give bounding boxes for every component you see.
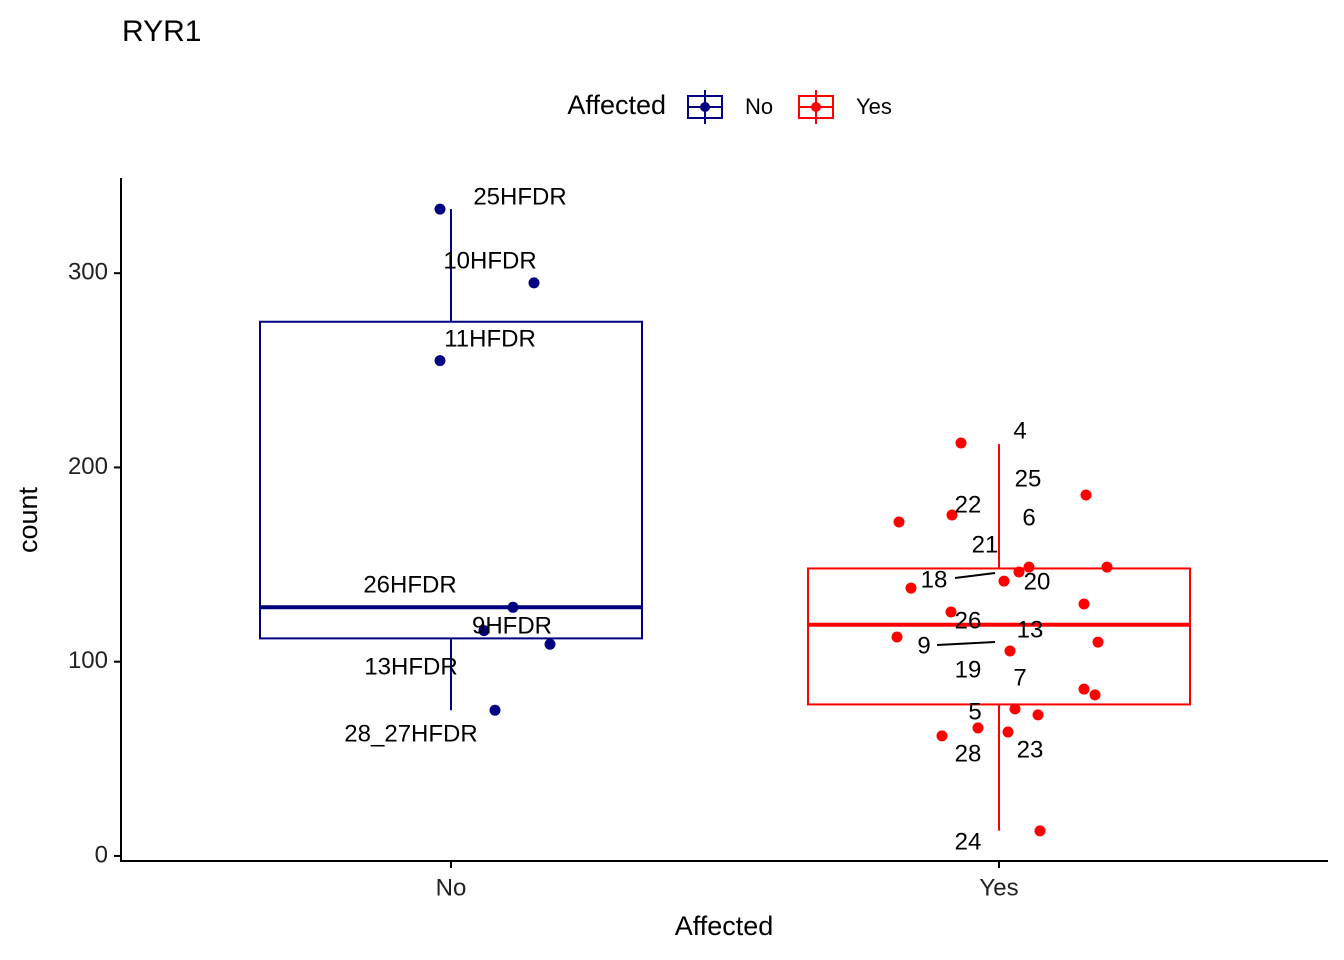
point: [972, 722, 984, 734]
point: [1092, 636, 1104, 648]
legend-label: Yes: [856, 94, 892, 119]
point: [434, 355, 446, 367]
point-label: 19: [955, 656, 982, 683]
legend-key: [811, 102, 821, 112]
point: [905, 582, 917, 594]
point: [1004, 645, 1016, 657]
point-label: 7: [1013, 664, 1026, 691]
point: [544, 638, 556, 650]
box: [807, 567, 1191, 706]
point-label: 18: [921, 566, 948, 593]
point-label: 5: [968, 698, 981, 725]
point-label: 11HFDR: [444, 325, 536, 352]
x-axis-label: Affected: [675, 911, 774, 941]
point-label: 28: [955, 740, 982, 767]
point-label: 20: [1024, 568, 1051, 595]
x-tick-label: No: [436, 874, 467, 901]
point-label: 26HFDR: [363, 571, 456, 598]
point: [1078, 598, 1090, 610]
point: [1034, 825, 1046, 837]
point: [1023, 561, 1035, 573]
point-label: 21: [972, 531, 999, 558]
point: [1101, 561, 1113, 573]
point-label: 25: [1015, 465, 1042, 492]
point-label: 23: [1017, 736, 1044, 763]
legend-title: Affected: [567, 90, 666, 120]
chart-title: RYR1: [122, 15, 201, 48]
point-label: 9HFDR: [472, 612, 552, 639]
point-label: 26: [955, 607, 982, 634]
point: [1013, 566, 1025, 578]
y-tick-label: 200: [68, 453, 108, 480]
point: [1032, 709, 1044, 721]
point: [998, 575, 1010, 587]
label-connector: [954, 572, 996, 579]
point-label: 6: [1022, 504, 1035, 531]
point: [528, 277, 540, 289]
label-connector: [936, 641, 996, 646]
point-label: 13: [1017, 616, 1044, 643]
point-label: 28_27HFDR: [344, 720, 477, 747]
point: [489, 704, 501, 716]
y-tick-label: 300: [68, 259, 108, 286]
point: [434, 203, 446, 215]
point: [478, 625, 490, 637]
y-tick-label: 100: [68, 647, 108, 674]
point: [955, 437, 967, 449]
y-axis-label: count: [13, 486, 43, 553]
x-tick-label: Yes: [979, 874, 1018, 901]
point-label: 22: [955, 491, 982, 518]
point: [1078, 683, 1090, 695]
point: [936, 730, 948, 742]
point: [1080, 489, 1092, 501]
legend-label: No: [745, 94, 773, 119]
point-label: 9: [917, 632, 930, 659]
point: [945, 606, 957, 618]
legend-key: [700, 102, 710, 112]
y-tick-label: 0: [95, 841, 108, 868]
point-label: 25HFDR: [473, 183, 566, 210]
box: [259, 320, 643, 640]
point: [891, 631, 903, 643]
point-label: 4: [1013, 417, 1026, 444]
point: [946, 509, 958, 521]
point: [507, 601, 519, 613]
point-label: 24: [955, 828, 982, 855]
point-label: 10HFDR: [443, 247, 536, 274]
point: [893, 516, 905, 528]
point-label: 13HFDR: [364, 653, 457, 680]
point: [1089, 689, 1101, 701]
point: [1009, 703, 1021, 715]
point: [1002, 726, 1014, 738]
